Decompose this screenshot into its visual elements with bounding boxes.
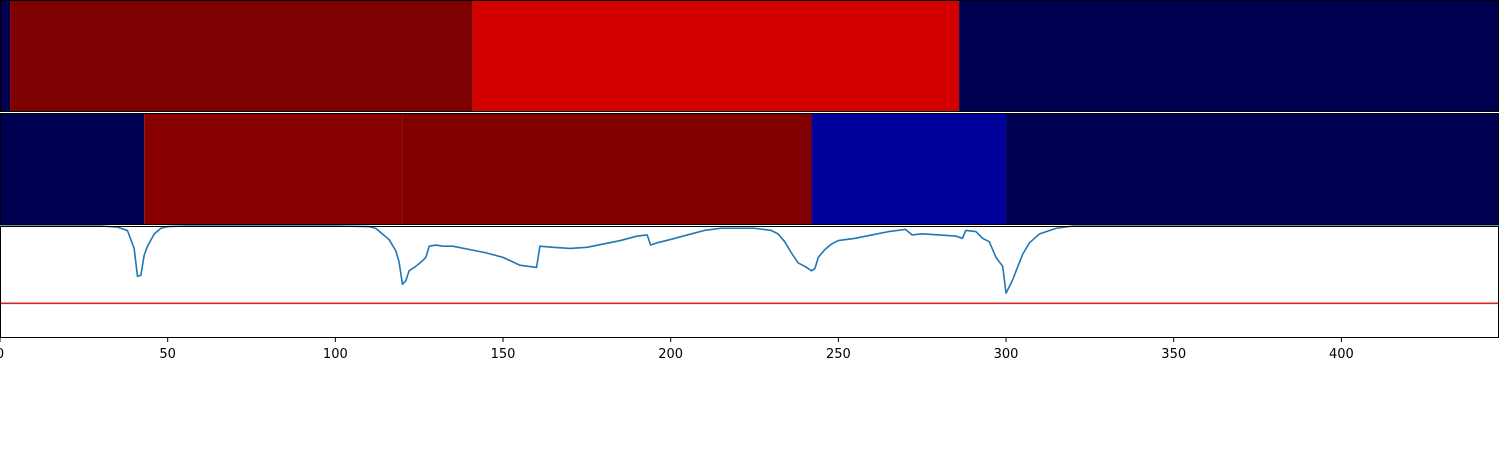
axes-frames <box>0 0 1499 338</box>
segment-track-middle <box>0 113 1499 225</box>
x-tick-label: 300 <box>994 347 1019 362</box>
segment-1-2 <box>402 113 812 225</box>
x-tick-label: 200 <box>658 347 683 362</box>
segment-0-0 <box>0 0 11 112</box>
x-tick-label: 50 <box>159 347 176 362</box>
segment-track-top <box>0 0 1499 112</box>
line-track <box>0 225 1499 305</box>
panel-frame-2 <box>0 226 1499 338</box>
x-tick-label: 100 <box>323 347 348 362</box>
segment-1-4 <box>1006 113 1499 225</box>
x-tick-label: 0 <box>0 347 4 362</box>
segment-1-1 <box>144 113 403 225</box>
x-tick-label: 400 <box>1329 347 1354 362</box>
x-tick-label: 150 <box>491 347 516 362</box>
x-axis: 0 50 100 150 200 250 300 350 400 <box>0 338 1354 362</box>
panel-frame-0 <box>0 0 1499 112</box>
x-tick-label: 250 <box>826 347 851 362</box>
segment-0-1 <box>10 0 473 112</box>
segment-0-3 <box>959 0 1499 112</box>
segment-1-3 <box>811 113 1007 225</box>
segment-1-0 <box>0 113 145 225</box>
segment-0-2 <box>472 0 960 112</box>
x-tick-label: 350 <box>1161 347 1186 362</box>
panel-frame-1 <box>0 113 1499 225</box>
series-line <box>0 225 1499 294</box>
